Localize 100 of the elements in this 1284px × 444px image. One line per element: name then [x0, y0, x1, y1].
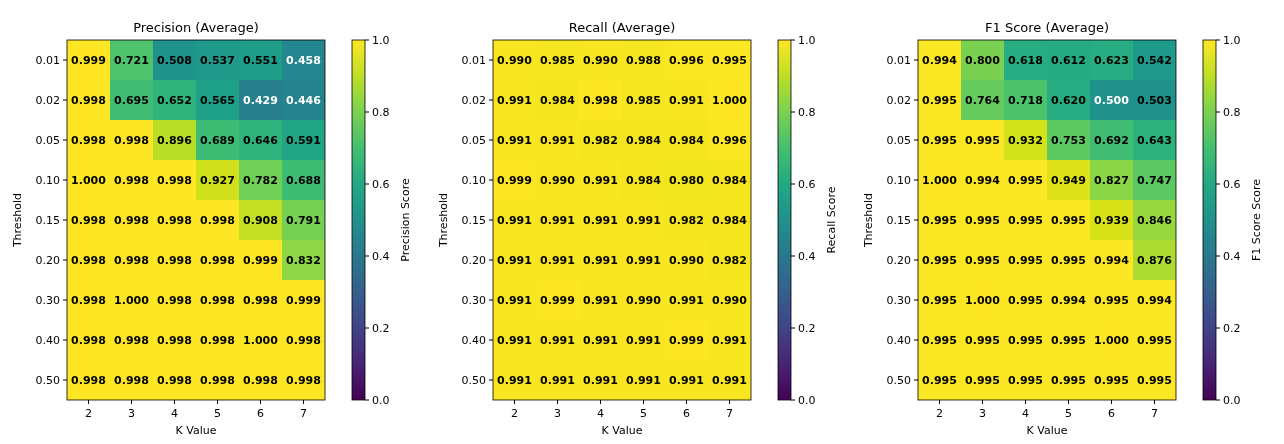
x-tick-label: 6 — [683, 407, 690, 420]
data-label: 0.995 — [1008, 333, 1043, 347]
y-tick-label: 0.30 — [461, 293, 486, 307]
y-tick-label: 0.15 — [461, 213, 486, 227]
data-label: 0.984 — [712, 213, 748, 227]
data-label: 0.995 — [1094, 293, 1129, 307]
x-tick-label: 6 — [257, 407, 264, 420]
data-label: 1.000 — [114, 293, 150, 307]
data-label: 0.982 — [712, 253, 747, 267]
color-bar-label: 1.0 — [1223, 33, 1241, 47]
data-label: 0.565 — [200, 93, 235, 107]
data-label: 0.999 — [71, 53, 106, 67]
data-label: 1.000 — [243, 333, 279, 347]
x-tick-label: 4 — [1022, 407, 1029, 420]
data-label: 0.998 — [286, 333, 321, 347]
data-label: 0.998 — [157, 373, 192, 387]
data-label: 0.998 — [583, 93, 618, 107]
data-label: 0.800 — [965, 53, 1001, 67]
data-label: 0.994 — [922, 53, 958, 67]
data-label: 0.999 — [540, 293, 575, 307]
y-tick-label: 0.05 — [461, 133, 486, 147]
data-label: 0.995 — [1137, 333, 1172, 347]
data-label: 0.991 — [497, 293, 532, 307]
color-bar-label: 0.4 — [798, 249, 816, 263]
data-label: 0.995 — [1094, 373, 1129, 387]
y-tick-label: 0.20 — [886, 253, 911, 267]
color-bar-title: Precision Score — [399, 178, 412, 262]
data-label: 0.827 — [1094, 173, 1129, 187]
data-label: 0.998 — [243, 373, 278, 387]
data-label: 0.995 — [1008, 373, 1043, 387]
data-label: 0.999 — [286, 293, 321, 307]
color-bar-title: F1 Score Score — [1250, 178, 1263, 261]
x-tick-label: 7 — [300, 407, 307, 420]
data-label: 0.985 — [626, 93, 661, 107]
data-label: 0.998 — [114, 213, 149, 227]
data-label: 0.995 — [1008, 253, 1043, 267]
data-label: 0.458 — [286, 53, 321, 67]
data-label: 0.998 — [114, 373, 149, 387]
color-bar-label: 0.0 — [798, 393, 816, 407]
data-label: 0.991 — [583, 173, 618, 187]
y-axis-title: Threshold — [862, 192, 875, 249]
y-axis-title: Threshold — [437, 192, 450, 249]
data-label: 0.939 — [1094, 213, 1129, 227]
data-label: 0.991 — [626, 333, 661, 347]
data-label: 0.991 — [583, 213, 618, 227]
x-tick-label: 6 — [1108, 407, 1115, 420]
data-label: 0.503 — [1137, 93, 1172, 107]
data-label: 0.995 — [922, 213, 957, 227]
data-label: 0.991 — [669, 293, 704, 307]
y-tick-label: 0.02 — [461, 93, 486, 107]
data-label: 0.995 — [1008, 293, 1043, 307]
data-label: 0.692 — [1094, 133, 1129, 147]
data-label: 0.995 — [922, 293, 957, 307]
data-label: 0.652 — [157, 93, 192, 107]
y-tick-label: 0.02 — [35, 93, 60, 107]
data-label: 0.999 — [669, 333, 704, 347]
y-tick-label: 0.40 — [886, 333, 911, 347]
data-label: 0.995 — [965, 333, 1000, 347]
y-tick-label: 0.20 — [35, 253, 60, 267]
data-label: 0.998 — [200, 333, 235, 347]
color-bar-label: 0.4 — [1223, 249, 1241, 263]
y-tick-label: 0.01 — [35, 53, 60, 67]
data-label: 0.689 — [200, 133, 235, 147]
color-bar-label: 0.2 — [372, 321, 390, 335]
data-label: 0.995 — [1008, 213, 1043, 227]
data-label: 0.832 — [286, 253, 321, 267]
data-label: 0.999 — [497, 173, 532, 187]
x-tick-label: 2 — [936, 407, 943, 420]
x-tick-label: 5 — [214, 407, 221, 420]
color-bar-label: 0.0 — [1223, 393, 1241, 407]
data-label: 0.991 — [712, 333, 747, 347]
chart-title: F1 Score (Average) — [985, 20, 1109, 35]
data-label: 0.695 — [114, 93, 149, 107]
data-label: 0.994 — [965, 173, 1001, 187]
x-tick-label: 5 — [640, 407, 647, 420]
data-label: 1.000 — [922, 173, 958, 187]
color-bar-label: 0.2 — [1223, 321, 1241, 335]
data-label: 0.998 — [200, 213, 235, 227]
data-label: 0.995 — [922, 133, 957, 147]
data-label: 0.991 — [540, 213, 575, 227]
data-label: 0.995 — [922, 333, 957, 347]
y-tick-label: 0.10 — [461, 173, 486, 187]
x-tick-label: 3 — [554, 407, 561, 420]
data-label: 0.446 — [286, 93, 322, 107]
data-label: 0.991 — [540, 253, 575, 267]
data-label: 0.995 — [965, 373, 1000, 387]
data-label: 0.995 — [1137, 373, 1172, 387]
data-label: 0.991 — [712, 373, 747, 387]
data-label: 0.429 — [243, 93, 278, 107]
x-axis-title: K Value — [1026, 424, 1068, 437]
data-label: 0.991 — [583, 293, 618, 307]
data-label: 0.998 — [71, 253, 106, 267]
color-bar-title: Recall Score — [825, 186, 838, 254]
data-label: 0.998 — [71, 213, 106, 227]
data-label: 0.782 — [243, 173, 278, 187]
color-bar-label: 0.6 — [372, 177, 390, 191]
y-tick-label: 0.01 — [461, 53, 486, 67]
data-label: 0.908 — [243, 213, 278, 227]
color-bar-label: 0.6 — [1223, 177, 1241, 191]
data-label: 0.764 — [965, 93, 1001, 107]
